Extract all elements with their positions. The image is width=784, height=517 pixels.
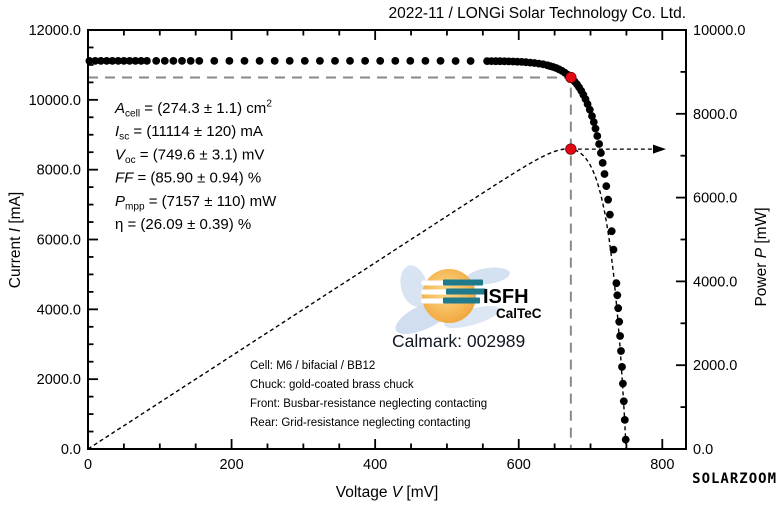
svg-text:800: 800 (650, 457, 674, 473)
svg-text:4000.0: 4000.0 (693, 274, 737, 290)
svg-text:2000.0: 2000.0 (693, 358, 737, 374)
note-front: Front: Busbar-resistance neglecting cont… (250, 398, 487, 410)
power-axis-arrow (577, 144, 666, 154)
result-line: Pmpp = (7157 ± 110) mW (115, 193, 277, 213)
axes-and-ticks: 0 200 400 600 8000.02000.04000.06000.08000.0… (7, 23, 770, 501)
swash-blob (444, 305, 500, 329)
power-curve (87, 148, 627, 450)
right-y-axis-title: Power P [mW] (753, 207, 770, 306)
svg-text:200: 200 (219, 457, 243, 473)
measurement-notes: Cell: M6 / bifacial / BB12 Chuck: gold-c… (250, 360, 487, 429)
teal-bars-icon (443, 279, 486, 304)
note-rear: Rear: Grid-resistance neglecting contact… (250, 417, 471, 429)
note-chuck: Chuck: gold-coated brass chuck (250, 379, 414, 391)
svg-text:400: 400 (363, 457, 387, 473)
svg-text:600: 600 (507, 457, 531, 473)
svg-text:0.0: 0.0 (693, 442, 713, 458)
iv-data-points (85, 57, 630, 444)
svg-text:10000.0: 10000.0 (29, 93, 81, 109)
calmark-label: Calmark: 002989 (392, 331, 525, 351)
isfh-caltec-logo: ISFH CalTeC (395, 265, 542, 335)
svg-text:4000.0: 4000.0 (37, 302, 81, 318)
chart-title: 2022-11 / LONGi Solar Technology Co. Ltd… (388, 5, 686, 22)
result-line: FF = (85.90 ± 0.94) % (115, 170, 261, 187)
logo-org-text: ISFH (483, 286, 529, 308)
result-line: Acell = (274.3 ± 1.1) cm2 (114, 99, 272, 120)
sun-icon (422, 269, 476, 323)
svg-text:12000.0: 12000.0 (29, 23, 81, 39)
x-axis-title: Voltage V [mV] (336, 484, 439, 501)
svg-text:10000.0: 10000.0 (693, 23, 745, 39)
svg-text:8000.0: 8000.0 (693, 107, 737, 123)
swash-blob (400, 265, 428, 307)
result-line: Voc = (749.6 ± 3.1) mV (115, 146, 264, 166)
result-line: Isc = (11114 ± 120) mA (115, 123, 263, 143)
svg-text:0.0: 0.0 (61, 442, 81, 458)
svg-text:0: 0 (84, 457, 92, 473)
svg-text:6000.0: 6000.0 (693, 191, 737, 207)
svg-text:6000.0: 6000.0 (37, 233, 81, 249)
solarzoom-watermark: SOLARZOOM (692, 471, 777, 487)
note-cell: Cell: M6 / bifacial / BB12 (250, 360, 375, 372)
svg-text:2000.0: 2000.0 (37, 372, 81, 388)
results-annotation-block: Acell = (274.3 ± 1.1) cm2 Isc = (11114 ± … (114, 99, 277, 234)
result-line: η = (26.09 ± 0.39) % (115, 216, 251, 233)
logo-unit-text: CalTeC (496, 306, 542, 321)
mpp-markers (565, 71, 577, 155)
svg-text:8000.0: 8000.0 (37, 163, 81, 179)
left-y-axis-title: Current I [mA] (7, 192, 24, 288)
